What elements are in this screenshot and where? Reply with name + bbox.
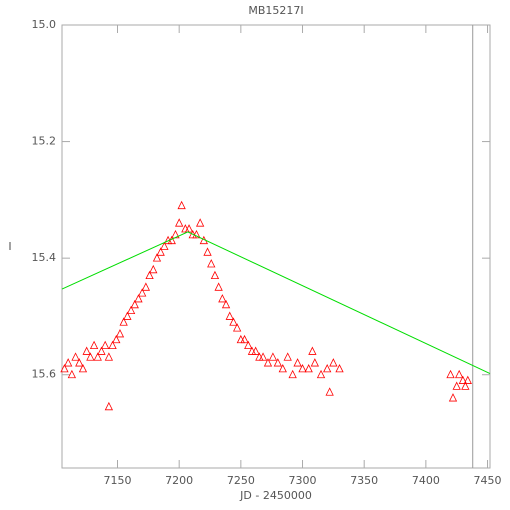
point: [335, 364, 344, 373]
point: [293, 358, 302, 367]
point: [323, 364, 332, 373]
point: [112, 334, 121, 344]
point: [308, 346, 317, 355]
x-tick-label: 7450: [474, 474, 502, 487]
point: [177, 200, 186, 210]
point: [268, 352, 278, 361]
point: [108, 340, 117, 349]
point: [78, 364, 88, 373]
point: [214, 282, 223, 291]
x-tick-label: 7300: [289, 474, 317, 487]
point: [175, 218, 184, 227]
plot-frame: [61, 24, 491, 469]
x-tick-label: 7200: [165, 474, 193, 487]
point: [195, 218, 205, 227]
y-tick-label: 15.4: [32, 251, 57, 264]
point: [104, 401, 114, 411]
point: [218, 294, 227, 303]
point: [134, 294, 143, 303]
point: [316, 369, 326, 379]
point: [310, 358, 320, 367]
x-tick-label: 7400: [412, 474, 440, 487]
x-axis-label: JD - 2450000: [239, 489, 312, 502]
point: [86, 352, 95, 361]
point: [192, 229, 201, 239]
point: [184, 224, 194, 233]
point: [446, 369, 455, 379]
point: [251, 346, 260, 355]
point: [236, 334, 245, 344]
point: [263, 358, 273, 367]
x-tick-label: 7150: [104, 474, 132, 487]
point: [452, 381, 461, 390]
point: [225, 311, 234, 320]
model-line: [61, 231, 491, 375]
point: [145, 270, 154, 280]
point: [104, 352, 114, 361]
point: [210, 270, 220, 280]
point: [71, 352, 80, 361]
point: [229, 317, 238, 326]
point: [60, 364, 69, 373]
point: [130, 299, 139, 309]
point: [138, 288, 147, 297]
point: [273, 358, 282, 367]
point: [458, 375, 468, 384]
point: [64, 358, 73, 367]
point: [93, 352, 102, 361]
point: [463, 375, 472, 384]
point: [207, 259, 216, 268]
point: [325, 387, 334, 396]
point: [329, 358, 338, 367]
point: [119, 317, 128, 326]
point: [152, 253, 162, 262]
point: [455, 369, 464, 379]
point: [75, 358, 84, 367]
point: [203, 247, 212, 256]
point: [278, 364, 287, 373]
point: [244, 340, 253, 349]
point: [101, 340, 110, 349]
y-tick-label: 15.0: [32, 18, 57, 31]
point: [304, 364, 313, 373]
y-axis-label: I: [8, 240, 11, 253]
chart-title: MB15217I: [248, 4, 303, 17]
point: [298, 364, 307, 373]
point: [123, 311, 132, 320]
point: [82, 346, 91, 355]
point: [448, 393, 458, 402]
point: [232, 323, 242, 332]
point: [89, 340, 99, 349]
point: [288, 369, 297, 379]
point: [67, 369, 77, 379]
point: [221, 299, 231, 309]
point: [156, 247, 165, 256]
point: [461, 381, 470, 390]
point: [126, 305, 136, 315]
y-tick-label: 15.2: [32, 135, 57, 148]
x-tick-label: 7350: [350, 474, 378, 487]
point: [240, 334, 249, 344]
point: [115, 329, 125, 338]
point: [258, 352, 268, 361]
y-tick-label: 15.6: [32, 368, 57, 381]
x-tick-label: 7250: [227, 474, 255, 487]
point: [160, 241, 169, 250]
point: [97, 346, 106, 355]
point: [149, 264, 158, 274]
point: [283, 352, 292, 361]
point: [141, 282, 151, 291]
